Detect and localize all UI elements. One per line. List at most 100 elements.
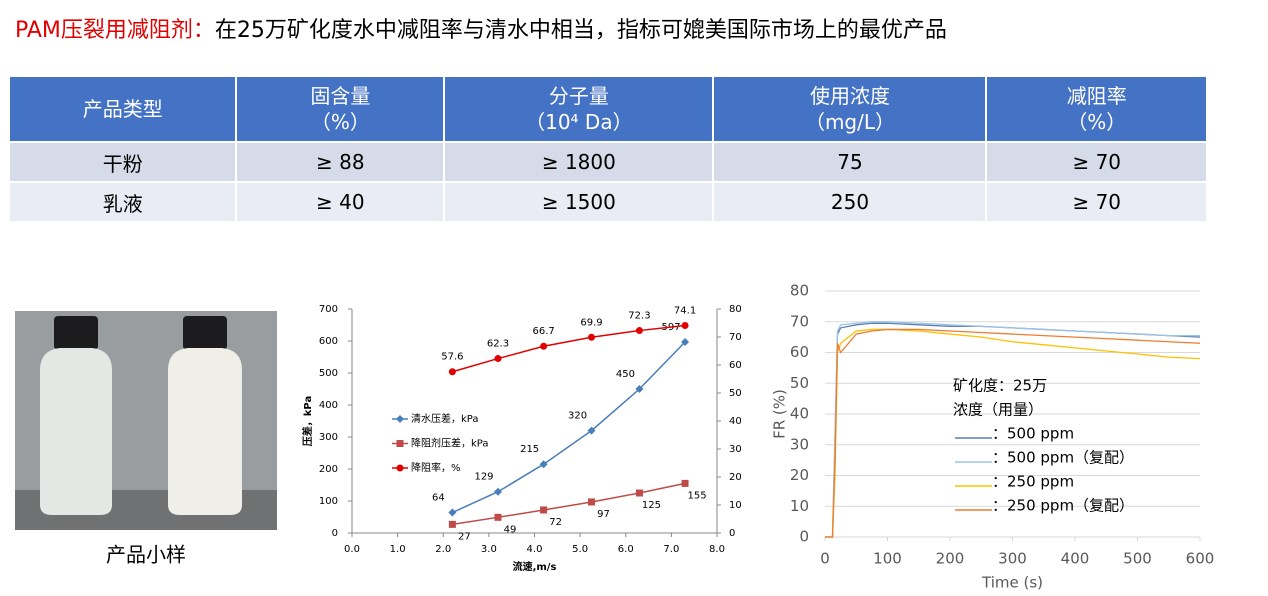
marker bbox=[588, 333, 596, 341]
marker bbox=[635, 385, 644, 393]
x-tick-label: 500 bbox=[1123, 550, 1152, 568]
y2-tick-label: 20 bbox=[729, 472, 742, 483]
y2-tick-label: 60 bbox=[729, 360, 742, 371]
y2-tick-label: 0 bbox=[729, 528, 735, 539]
y-tick-label: 50 bbox=[790, 374, 809, 392]
legend-label: 降阻剂压差，kPa bbox=[411, 437, 489, 450]
series-line bbox=[452, 341, 686, 514]
y-tick-label: 400 bbox=[319, 400, 338, 411]
header-text: （%） bbox=[1067, 110, 1127, 134]
data-label: 320 bbox=[568, 411, 587, 422]
header-text: 减阻率 bbox=[1066, 84, 1127, 108]
x-tick-label: 0.0 bbox=[344, 544, 360, 555]
series-line bbox=[452, 324, 686, 373]
table-cell: ≥ 70 bbox=[987, 143, 1208, 181]
data-label: 27 bbox=[458, 531, 471, 542]
data-label: 69.9 bbox=[580, 317, 602, 328]
x-axis-label: 流速,m/s bbox=[513, 560, 557, 573]
data-label: 64 bbox=[432, 493, 445, 504]
y-tick-label: 40 bbox=[790, 405, 809, 423]
y-tick-label: 0 bbox=[799, 528, 809, 546]
table-row: 干粉 ≥ 88 ≥ 1800 75 ≥ 70 bbox=[10, 143, 1208, 181]
marker bbox=[635, 327, 643, 335]
data-label: 62.3 bbox=[487, 339, 509, 350]
x-axis-label: Time (s) bbox=[981, 574, 1043, 592]
y2-tick-label: 10 bbox=[729, 500, 742, 511]
header-cell: 使用浓度 （mg/L） bbox=[714, 77, 988, 141]
data-label: 129 bbox=[474, 472, 493, 483]
marker bbox=[494, 513, 502, 521]
marker bbox=[448, 508, 457, 517]
x-tick-label: 200 bbox=[936, 550, 965, 568]
y-tick-label: 100 bbox=[319, 496, 338, 507]
x-tick-label: 400 bbox=[1061, 550, 1090, 568]
x-tick-label: 6.0 bbox=[618, 544, 634, 555]
marker bbox=[396, 415, 404, 423]
marker bbox=[448, 520, 456, 528]
legend-label: 清水压差，kPa bbox=[411, 412, 479, 425]
x-tick-label: 1.0 bbox=[390, 544, 406, 555]
series-line bbox=[452, 482, 686, 526]
table-cell: 250 bbox=[714, 183, 988, 221]
data-label: 97 bbox=[597, 509, 610, 520]
legend-label: ：250 ppm bbox=[992, 473, 1074, 491]
marker bbox=[681, 479, 689, 487]
annotation: 矿化度：25万 bbox=[953, 377, 1047, 395]
y2-tick-label: 40 bbox=[729, 416, 742, 427]
y2-tick-label: 30 bbox=[729, 444, 742, 455]
table-cell: ≥ 1500 bbox=[445, 183, 715, 221]
y-tick-label: 500 bbox=[319, 368, 338, 379]
x-tick-label: 7.0 bbox=[663, 544, 679, 555]
header-text: （%） bbox=[310, 110, 370, 134]
legend-label: ：500 ppm bbox=[992, 425, 1074, 443]
marker bbox=[540, 506, 548, 514]
table-cell: ≥ 1800 bbox=[445, 143, 715, 181]
y2-tick-label: 50 bbox=[729, 388, 742, 399]
y-tick-label: 10 bbox=[790, 497, 809, 515]
x-tick-label: 600 bbox=[1186, 550, 1215, 568]
table-cell: ≥ 70 bbox=[987, 183, 1208, 221]
header-text: （mg/L） bbox=[804, 110, 896, 134]
y-tick-label: 80 bbox=[790, 282, 809, 300]
marker bbox=[494, 355, 502, 363]
x-tick-label: 3.0 bbox=[481, 544, 497, 555]
marker bbox=[396, 464, 404, 472]
y2-tick-label: 70 bbox=[729, 332, 742, 343]
title-highlight: PAM压裂用减阻剂： bbox=[15, 18, 215, 43]
photo: 产品小样 bbox=[15, 311, 277, 567]
photo-caption: 产品小样 bbox=[106, 543, 186, 567]
legend-label: ：250 ppm（复配） bbox=[992, 497, 1134, 515]
chart: 0 100 200 300 400 500 600 700 0 10 20 30 40 50 60 70 80 0… bbox=[301, 304, 742, 573]
series-line bbox=[825, 328, 1201, 538]
x-tick-label: 2.0 bbox=[435, 544, 451, 555]
marker bbox=[539, 460, 548, 469]
header-text: （10⁴ Da） bbox=[525, 110, 633, 134]
data-label: 215 bbox=[520, 444, 539, 455]
header-text: 分子量 bbox=[548, 84, 609, 108]
header-cell: 产品类型 bbox=[10, 77, 238, 141]
header-cell: 分子量 （10⁴ Da） bbox=[445, 77, 715, 141]
marker bbox=[396, 440, 404, 447]
y-tick-label: 300 bbox=[319, 432, 338, 443]
header-cell: 固含量 （%） bbox=[237, 77, 446, 141]
data-label: 72.3 bbox=[628, 311, 650, 322]
y-tick-label: 30 bbox=[790, 435, 809, 453]
marker bbox=[681, 337, 690, 346]
x-tick-label: 100 bbox=[873, 550, 902, 568]
x-tick-label: 5.0 bbox=[572, 544, 588, 555]
data-label: 450 bbox=[616, 369, 635, 380]
title-text: 在25万矿化度水中减阻率与清水中相当，指标可媲美国际市场上的最优产品 bbox=[214, 18, 947, 43]
data-label: 72 bbox=[549, 517, 562, 528]
x-tick-label: 4.0 bbox=[527, 544, 543, 555]
x-tick-label: 0 bbox=[820, 550, 830, 568]
y-axis-label: FR (%) bbox=[771, 389, 789, 439]
marker bbox=[588, 498, 596, 506]
data-label: 74.1 bbox=[674, 306, 696, 317]
data-label: 155 bbox=[688, 490, 707, 501]
x-tick-label: 8.0 bbox=[709, 544, 725, 555]
y-tick-label: 600 bbox=[319, 336, 338, 347]
slide-title: PAM压裂用减阻剂：在25万矿化度水中减阻率与清水中相当，指标可媲美国际市场上的… bbox=[15, 12, 947, 44]
marker bbox=[540, 342, 548, 350]
annotation: 浓度（用量） bbox=[953, 401, 1043, 419]
